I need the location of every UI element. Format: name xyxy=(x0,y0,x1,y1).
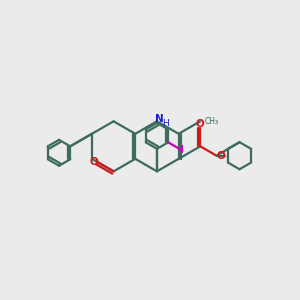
Text: H: H xyxy=(162,119,169,128)
Text: O: O xyxy=(89,157,98,167)
Text: I: I xyxy=(180,146,184,155)
Text: N: N xyxy=(155,114,164,124)
Text: O: O xyxy=(196,119,205,129)
Text: O: O xyxy=(216,151,225,161)
Text: CH₃: CH₃ xyxy=(205,117,219,126)
